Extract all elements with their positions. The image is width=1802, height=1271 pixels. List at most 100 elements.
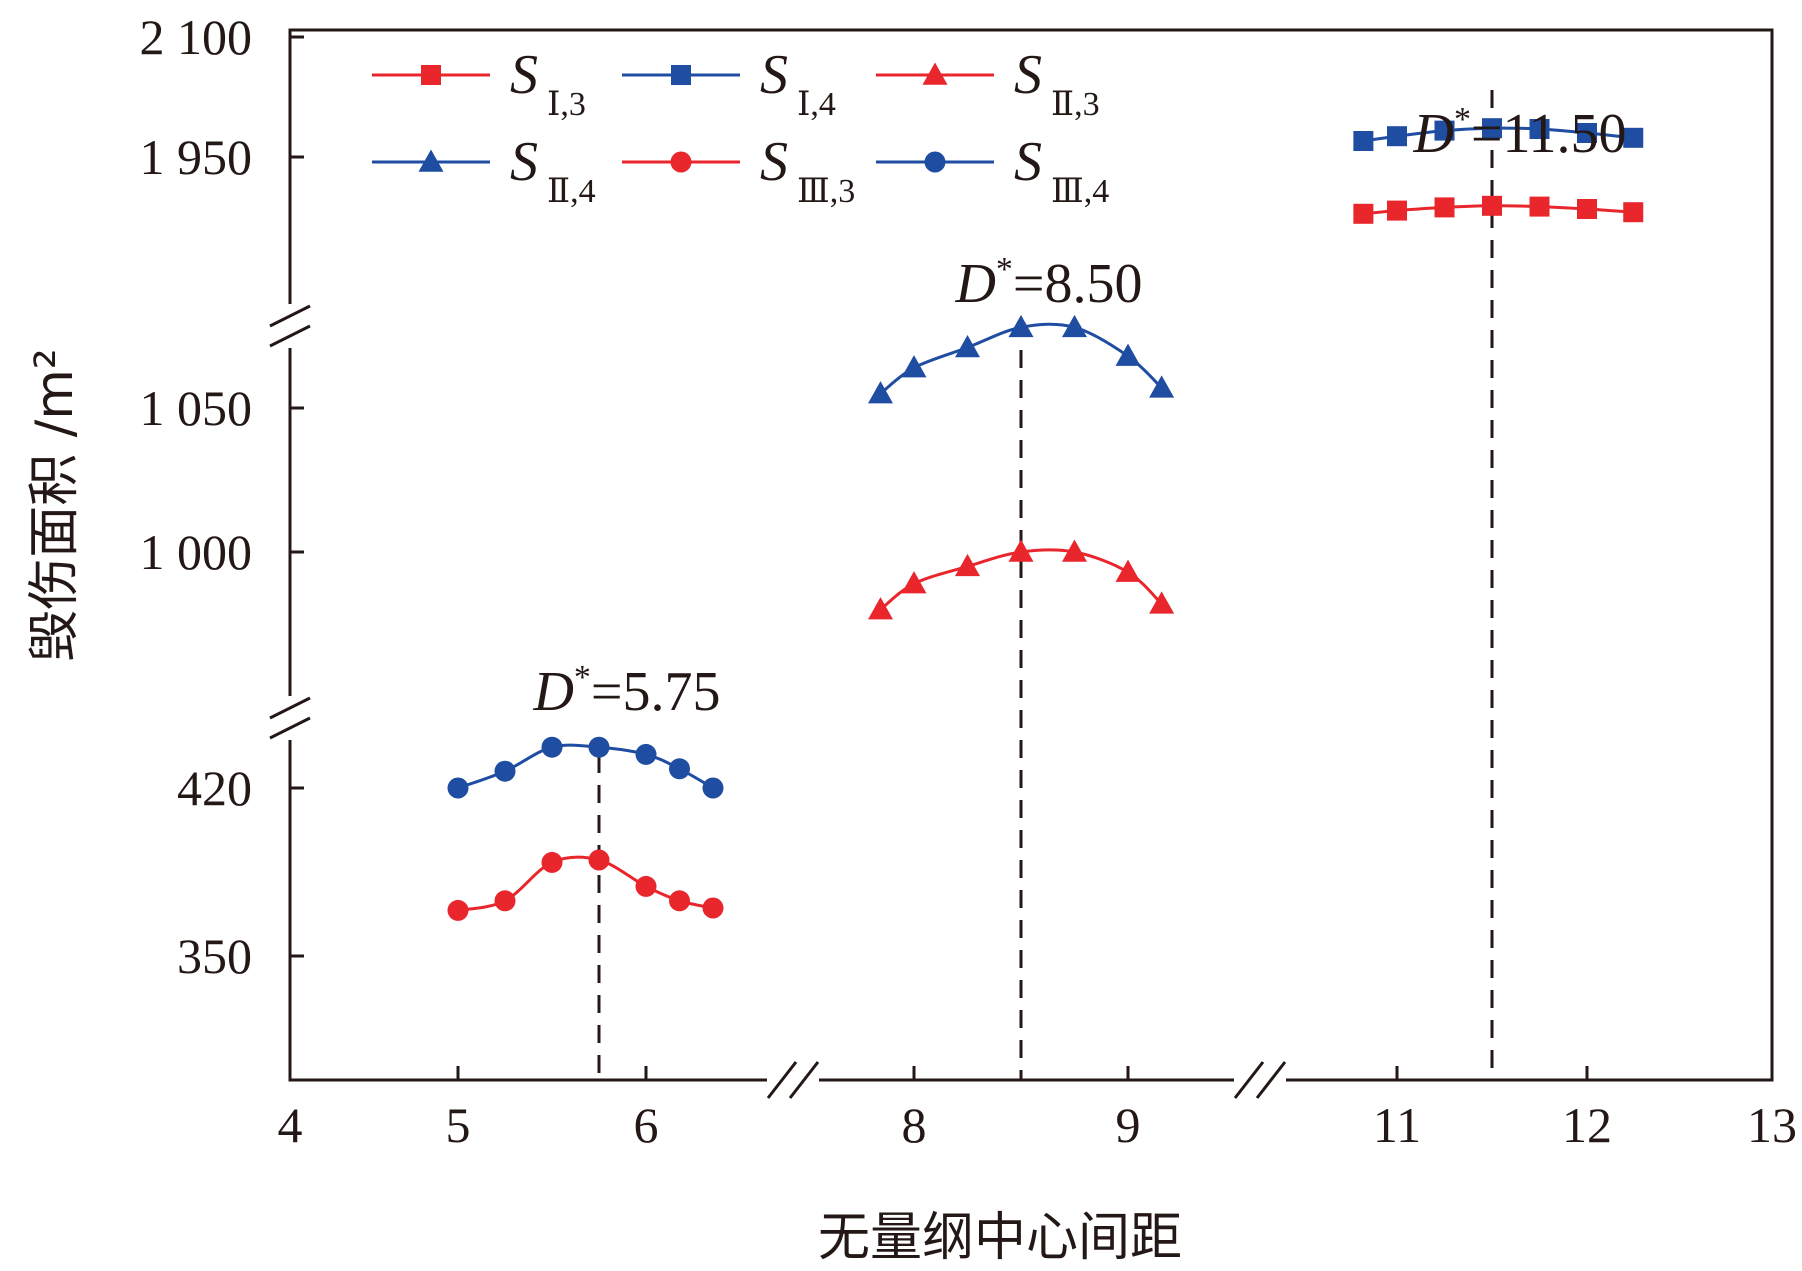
y-tick-label: 2 100 xyxy=(140,9,253,65)
legend-entry-3: S Ⅱ,4 xyxy=(372,131,596,210)
legend-marker xyxy=(922,62,948,85)
data-point xyxy=(1434,197,1455,218)
legend-entry-4: S Ⅲ,3 xyxy=(622,131,855,210)
data-point xyxy=(702,777,724,799)
legend-label: S xyxy=(760,131,788,193)
x-tick-label: 9 xyxy=(1116,1097,1141,1153)
data-point xyxy=(1623,202,1644,223)
optimal-spacing-label: D*=5.75 xyxy=(532,659,720,723)
series-2 xyxy=(868,539,1175,620)
data-point xyxy=(1149,591,1175,614)
data-point xyxy=(494,760,516,782)
x-break-mark xyxy=(1233,1061,1265,1099)
data-point xyxy=(1529,119,1550,139)
data-point xyxy=(1434,120,1455,141)
x-tick-label: 4 xyxy=(278,1097,303,1153)
x-break-mark xyxy=(788,1061,820,1099)
legend-subscript: Ⅰ,3 xyxy=(547,86,586,123)
data-point xyxy=(702,897,724,919)
x-break-gap xyxy=(1234,1074,1286,1086)
y-break-gap xyxy=(284,696,296,740)
legend-subscript: Ⅲ,3 xyxy=(797,173,855,210)
data-point xyxy=(901,355,927,378)
data-point xyxy=(868,597,893,620)
data-point xyxy=(1623,127,1644,148)
data-point xyxy=(1149,375,1175,398)
legend-subscript: Ⅲ,4 xyxy=(1051,173,1109,210)
annotation-layer: D*=5.75 D*=8.50 D*=11.50 xyxy=(532,101,1626,723)
legend: S Ⅰ,3 S Ⅰ,4 S Ⅱ,3S Ⅱ,4 S Ⅲ,3 S Ⅲ,4 xyxy=(372,44,1109,210)
y-axis-label: 毁伤面积 /m² xyxy=(25,348,85,662)
data-point xyxy=(1387,126,1407,147)
x-tick-label: 13 xyxy=(1747,1097,1797,1153)
data-point xyxy=(1529,196,1550,217)
y-break-mark xyxy=(269,696,311,720)
y-tick-label: 420 xyxy=(177,760,252,816)
data-point xyxy=(1577,123,1597,143)
data-point xyxy=(541,736,563,758)
series-1 xyxy=(1353,118,1644,151)
data-point xyxy=(669,890,690,912)
data-point xyxy=(447,777,469,799)
data-point xyxy=(541,851,563,873)
x-tick-label: 5 xyxy=(446,1097,471,1153)
legend-subscript: Ⅰ,4 xyxy=(797,86,836,123)
data-point xyxy=(588,849,610,871)
series-4 xyxy=(447,849,724,921)
data-point xyxy=(1062,314,1087,338)
data-point xyxy=(1387,200,1407,221)
data-point xyxy=(901,571,927,594)
x-tick-label: 11 xyxy=(1373,1097,1421,1153)
data-point xyxy=(588,736,610,758)
data-point xyxy=(635,875,657,897)
y-break-gap xyxy=(284,304,296,348)
x-break-mark xyxy=(1255,1061,1287,1099)
series-layer xyxy=(447,118,1644,921)
y-tick-label: 1 050 xyxy=(140,380,253,436)
x-tick-label: 12 xyxy=(1562,1097,1612,1153)
data-point xyxy=(1008,539,1034,562)
legend-label: S xyxy=(1014,131,1042,193)
y-break-mark xyxy=(269,304,311,328)
legend-label: S xyxy=(510,44,538,106)
data-point xyxy=(635,743,657,765)
reference-lines xyxy=(597,90,1494,1080)
x-tick-label: 8 xyxy=(902,1097,927,1153)
data-point xyxy=(1353,131,1374,151)
y-tick-label: 1 000 xyxy=(140,524,253,580)
data-point xyxy=(1008,314,1034,338)
legend-subscript: Ⅱ,3 xyxy=(1051,86,1100,123)
legend-entry-5: S Ⅲ,4 xyxy=(876,131,1109,210)
x-break-gap xyxy=(767,1074,819,1086)
data-point xyxy=(669,758,690,780)
plot-frame xyxy=(288,28,1774,1082)
data-point xyxy=(955,553,980,577)
y-tick-label: 1 950 xyxy=(140,129,253,185)
legend-entry-1: S Ⅰ,4 xyxy=(622,44,836,123)
legend-marker xyxy=(421,65,441,85)
legend-label: S xyxy=(760,44,788,106)
legend-marker xyxy=(924,151,946,173)
data-point xyxy=(1482,195,1502,216)
series-0 xyxy=(1353,195,1644,224)
axis-layer: 4 5 6 8 9 11 12 13 350 420 1 000 1 050 1 950 2 100 xyxy=(140,9,1798,1153)
data-point xyxy=(1062,539,1087,562)
data-point xyxy=(1577,199,1597,219)
x-break-mark xyxy=(766,1061,798,1099)
legend-entry-2: S Ⅱ,3 xyxy=(876,44,1100,123)
data-point xyxy=(447,899,469,921)
series-5 xyxy=(447,736,724,799)
legend-label: S xyxy=(1014,44,1042,106)
data-point xyxy=(1115,559,1141,582)
legend-entry-0: S Ⅰ,3 xyxy=(372,44,586,123)
data-point xyxy=(868,381,893,404)
optimal-spacing-label: D*=8.50 xyxy=(954,251,1142,315)
data-point xyxy=(955,335,980,358)
series-3 xyxy=(868,314,1175,404)
y-break-mark xyxy=(269,324,311,348)
data-point xyxy=(1115,343,1141,366)
x-axis-label: 无量纲中心间距 xyxy=(818,1208,1182,1268)
data-point xyxy=(494,890,516,912)
x-tick-label: 6 xyxy=(634,1097,659,1153)
